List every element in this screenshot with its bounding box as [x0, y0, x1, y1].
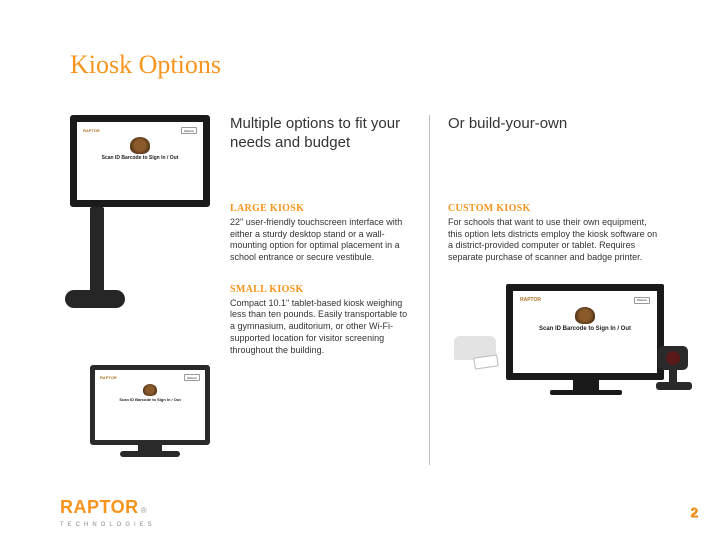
page-number: 2 — [690, 504, 698, 520]
mock-button: Return — [184, 374, 200, 381]
middle-column: Multiple options to fit your needs and b… — [230, 115, 430, 465]
small-kiosk-heading: SMALL KIOSK — [230, 284, 411, 295]
footer-brand: RAPTOR — [60, 497, 139, 518]
mock-button: Return — [634, 297, 650, 304]
custom-kiosk-heading: CUSTOM KIOSK — [448, 203, 660, 214]
eagle-icon — [130, 137, 150, 154]
slide: Kiosk Options RAPTOR Return Scan ID Barc… — [0, 0, 720, 540]
content-area: RAPTOR Return Scan ID Barcode to Sign In… — [70, 115, 660, 465]
left-intro: Multiple options to fit your needs and b… — [230, 115, 411, 175]
footer-subtitle: TECHNOLOGIES — [60, 522, 156, 528]
printer-icon — [448, 336, 504, 386]
mock-brand: RAPTOR — [100, 375, 117, 380]
image-column: RAPTOR Return Scan ID Barcode to Sign In… — [70, 115, 230, 465]
monitor-icon: RAPTOR Return Scan ID Barcode to Sign In… — [506, 284, 666, 404]
custom-kiosk-illustration: RAPTOR Return Scan ID Barcode to Sign In… — [448, 284, 660, 414]
right-column: Or build-your-own CUSTOM KIOSK For schoo… — [430, 115, 660, 465]
page-title: Kiosk Options — [70, 50, 660, 80]
registered-mark: ® — [141, 506, 147, 515]
small-kiosk-body: Compact 10.1" tablet-based kiosk weighin… — [230, 298, 411, 356]
eagle-icon — [143, 384, 157, 396]
small-kiosk-illustration: RAPTOR Return Scan ID Barcode to Sign In… — [90, 365, 240, 465]
mock-brand: RAPTOR — [83, 128, 100, 133]
mock-headline: Scan ID Barcode to Sign In / Out — [81, 156, 199, 162]
scanner-icon — [656, 346, 700, 396]
right-intro: Or build-your-own — [448, 115, 660, 175]
large-kiosk-heading: LARGE KIOSK — [230, 203, 411, 214]
mock-headline: Scan ID Barcode to Sign In / Out — [98, 398, 202, 402]
large-kiosk-illustration: RAPTOR Return Scan ID Barcode to Sign In… — [70, 115, 220, 315]
large-kiosk-body: 22" user-friendly touchscreen interface … — [230, 217, 411, 264]
mock-headline: Scan ID Barcode to Sign In / Out — [518, 326, 652, 333]
footer-logo: RAPTOR ® — [60, 497, 147, 518]
custom-kiosk-body: For schools that want to use their own e… — [448, 217, 660, 264]
eagle-icon — [575, 307, 595, 324]
mock-button: Return — [181, 127, 197, 134]
mock-brand: RAPTOR — [520, 297, 541, 303]
